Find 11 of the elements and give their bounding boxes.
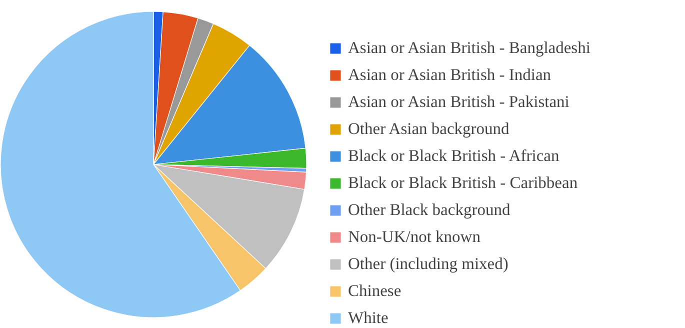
legend-label: Other (including mixed) (348, 254, 508, 274)
legend-label: Black or Black British - African (348, 146, 560, 166)
legend-label: Asian or Asian British - Pakistani (348, 92, 570, 112)
legend-label: Other Black background (348, 200, 510, 220)
legend-label: Black or Black British - Caribbean (348, 173, 578, 193)
legend-label: Other Asian background (348, 119, 510, 139)
legend-label: White (348, 308, 388, 328)
legend-label: Asian or Asian British - Indian (348, 65, 552, 85)
legend-label: Asian or Asian British - Bangladeshi (348, 38, 590, 58)
legend-label: Chinese (348, 281, 402, 301)
legend-label: Non-UK/not known (348, 227, 480, 247)
